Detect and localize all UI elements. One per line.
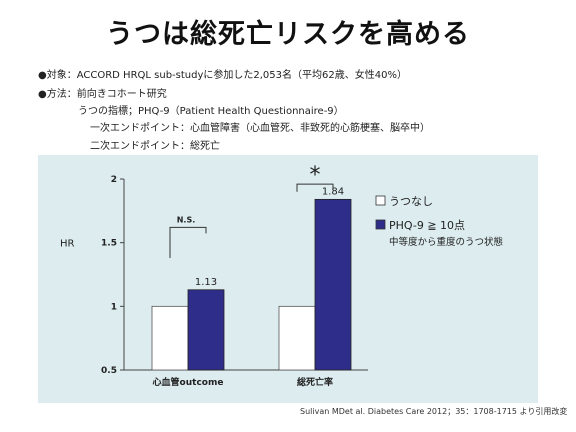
legend-swatch-phq9 bbox=[375, 219, 386, 230]
x-category-label: 総死亡率 bbox=[297, 376, 333, 388]
legend-label-phq9: PHQ-9 ≧ 10点 bbox=[389, 219, 465, 232]
info-secondary-endpoint: 二次エンドポイント：総死亡 bbox=[90, 141, 220, 152]
significance-label: * bbox=[310, 163, 321, 188]
page-title: うつは総死亡リスクを高める bbox=[106, 19, 470, 50]
significance-bracket bbox=[169, 226, 207, 258]
y-axis-title: HR bbox=[60, 239, 75, 250]
citation: Sulivan MDet al. Diabetes Care 2012；35：1… bbox=[300, 407, 568, 416]
bar-value-label: 1.13 bbox=[195, 277, 217, 288]
info-index: うつの指標；PHQ-9（Patient Health Questionnaire… bbox=[78, 106, 344, 117]
chart-panel: 0.5 1 1.5 2 HR 心血管outcome 総死亡率 1.13 1.84 N.S. * … bbox=[38, 155, 538, 403]
bar-phq9 bbox=[187, 289, 225, 371]
bar-phq9 bbox=[314, 198, 352, 371]
info-method: ●方法：前向きコホート研究 bbox=[38, 89, 167, 100]
y-tick-label: 1 bbox=[111, 302, 117, 312]
significance-bracket bbox=[296, 183, 334, 192]
legend-label-no-depression: うつなし bbox=[389, 195, 433, 208]
bar-no-depression bbox=[151, 305, 189, 371]
legend-note: 中等度から重度のうつ状態 bbox=[389, 236, 503, 248]
y-tick-label: 0.5 bbox=[101, 366, 117, 376]
legend-swatch-no-depression bbox=[375, 195, 386, 206]
chart-annotations: N.S. * bbox=[169, 163, 334, 258]
bar-value-label: 1.84 bbox=[322, 186, 344, 197]
bar-no-depression bbox=[278, 305, 316, 371]
info-subjects: ●対象：ACCORD HRQL sub-studyに参加した2,053名（平均6… bbox=[38, 70, 407, 81]
x-category-label: 心血管outcome bbox=[153, 376, 224, 388]
y-tick-label: 1.5 bbox=[101, 239, 117, 249]
y-tick-label: 2 bbox=[111, 175, 117, 185]
info-primary-endpoint: 一次エンドポイント：心血管障害（心血管死、非致死的心筋梗塞、脳卒中） bbox=[90, 123, 430, 134]
chart-bars: 1.13 1.84 bbox=[151, 186, 352, 371]
significance-label: N.S. bbox=[177, 215, 196, 224]
